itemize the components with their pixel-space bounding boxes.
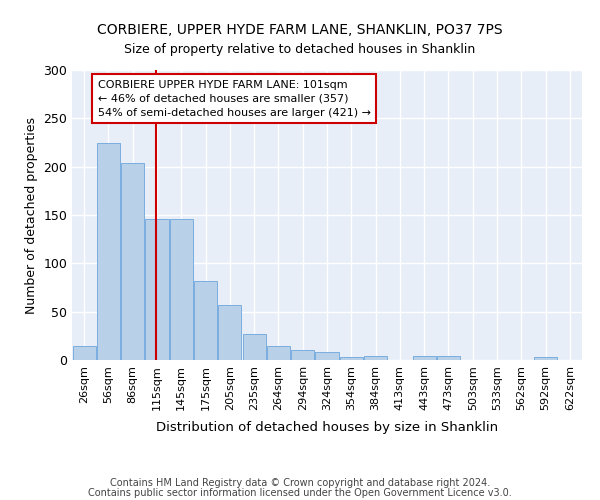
Bar: [194, 280, 217, 360]
Text: Size of property relative to detached houses in Shanklin: Size of property relative to detached ho…: [124, 42, 476, 56]
Bar: [97, 144, 120, 360]
Bar: [73, 346, 95, 360]
Bar: [316, 352, 338, 360]
Bar: [145, 219, 169, 360]
Bar: [413, 356, 436, 360]
Bar: [534, 357, 557, 360]
Bar: [121, 163, 144, 360]
Bar: [291, 350, 314, 360]
Text: Contains public sector information licensed under the Open Government Licence v3: Contains public sector information licen…: [88, 488, 512, 498]
Bar: [242, 334, 266, 360]
Bar: [267, 346, 290, 360]
Bar: [340, 357, 363, 360]
Bar: [170, 219, 193, 360]
Text: Contains HM Land Registry data © Crown copyright and database right 2024.: Contains HM Land Registry data © Crown c…: [110, 478, 490, 488]
Y-axis label: Number of detached properties: Number of detached properties: [25, 116, 38, 314]
Bar: [437, 356, 460, 360]
Bar: [364, 356, 387, 360]
Text: CORBIERE, UPPER HYDE FARM LANE, SHANKLIN, PO37 7PS: CORBIERE, UPPER HYDE FARM LANE, SHANKLIN…: [97, 22, 503, 36]
X-axis label: Distribution of detached houses by size in Shanklin: Distribution of detached houses by size …: [156, 421, 498, 434]
Bar: [218, 305, 241, 360]
Text: CORBIERE UPPER HYDE FARM LANE: 101sqm
← 46% of detached houses are smaller (357): CORBIERE UPPER HYDE FARM LANE: 101sqm ← …: [97, 80, 371, 118]
